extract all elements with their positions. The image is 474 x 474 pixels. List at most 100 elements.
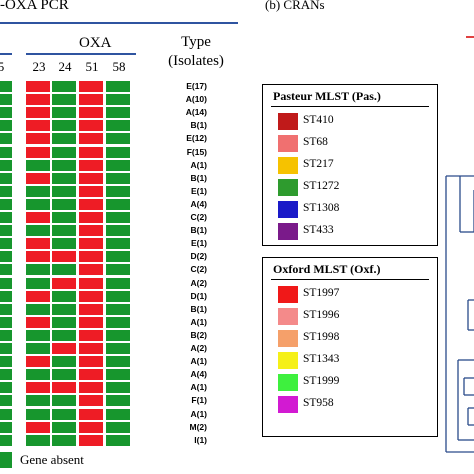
column-header-partial: 5 <box>0 59 5 74</box>
heatmap-cell-partial <box>0 329 12 341</box>
heatmap-cell <box>52 107 76 119</box>
row-label: A(1) <box>160 409 232 420</box>
heatmap-cell <box>26 133 50 145</box>
row-label: A(1) <box>160 317 232 328</box>
heatmap-cell <box>26 277 50 289</box>
heatmap-cell <box>52 185 76 197</box>
heatmap-cell <box>106 290 130 302</box>
heatmap-cell-partial <box>0 408 12 420</box>
oxford-legend-swatch <box>278 286 298 303</box>
heatmap-cell <box>26 356 50 368</box>
heatmap-cell <box>79 316 103 328</box>
heatmap-cell <box>106 146 130 158</box>
heatmap-cell-partial <box>0 133 12 145</box>
heatmap-cell <box>79 212 103 223</box>
heatmap-cell <box>106 395 130 407</box>
heatmap-cell <box>79 146 103 158</box>
heatmap-cell <box>106 408 130 420</box>
row-label-text: I(1) <box>194 434 207 445</box>
pasteur-legend-label: ST68 <box>303 136 328 148</box>
row-label-text: B(1) <box>190 225 207 236</box>
heatmap-cell <box>26 290 50 302</box>
pasteur-legend-swatch <box>278 201 298 218</box>
heatmap-cell <box>52 382 76 394</box>
row-label-text: A(2) <box>190 277 207 288</box>
heatmap-cell-partial <box>0 264 12 276</box>
heatmap-cell-partial <box>0 146 12 158</box>
oxford-legend-label: ST1999 <box>303 375 340 387</box>
heatmap-cell-partial <box>0 159 12 171</box>
oxford-legend-swatch <box>278 308 298 325</box>
pasteur-legend-label: ST433 <box>303 224 334 236</box>
heatmap-cell <box>79 421 103 433</box>
oxford-legend-divider <box>271 279 429 280</box>
pasteur-legend-label: ST217 <box>303 158 334 170</box>
row-label-text: E(17) <box>186 81 207 91</box>
heatmap-cell <box>26 303 50 315</box>
row-label: F(1) <box>160 395 232 406</box>
heatmap-cell <box>106 120 130 132</box>
row-label: B(1) <box>160 304 232 315</box>
heatmap-cell <box>52 146 76 158</box>
heatmap-cell <box>106 303 130 315</box>
gene-absent-label: Gene absent <box>20 452 84 467</box>
heatmap-cell-partial <box>0 343 12 354</box>
heatmap-cell-partial <box>0 94 12 106</box>
heatmap-cell <box>52 303 76 315</box>
heatmap-cell <box>79 395 103 407</box>
pasteur-legend-label: ST1272 <box>303 180 340 192</box>
row-label: E(1) <box>160 186 232 197</box>
heatmap-cell <box>106 159 130 171</box>
heatmap-cell-partial <box>0 212 12 223</box>
heatmap-cell <box>52 251 76 263</box>
heatmap-cell <box>106 81 130 92</box>
row-label-text: A(2) <box>190 343 207 353</box>
row-label: D(1) <box>160 291 232 302</box>
heatmap-cell <box>26 382 50 394</box>
row-label-text: A(1) <box>190 408 207 419</box>
pasteur-legend-swatch <box>278 135 298 152</box>
heatmap-cell <box>79 107 103 119</box>
row-label-text: A(4) <box>190 369 207 380</box>
heatmap-cell <box>26 329 50 341</box>
heatmap-cell <box>26 159 50 171</box>
heatmap-cell <box>26 198 50 210</box>
row-label-text: B(1) <box>190 303 207 314</box>
row-label: B(1) <box>160 120 232 131</box>
heatmap-cell-partial <box>0 185 12 197</box>
heatmap-cell <box>26 421 50 433</box>
heatmap-cell <box>106 107 130 119</box>
row-label: A(1) <box>160 160 232 171</box>
heatmap-cell <box>26 212 50 223</box>
heatmap-cell <box>79 81 103 92</box>
heatmap-cell <box>52 395 76 407</box>
heatmap-cell <box>79 238 103 250</box>
row-label-text: A(14) <box>185 107 207 118</box>
heatmap-cell <box>26 238 50 250</box>
column-header-24: 24 <box>58 59 72 74</box>
heatmap-cell <box>79 290 103 302</box>
title-underline <box>0 22 238 24</box>
row-label-text: A(1) <box>190 316 207 327</box>
panel-b-title: (b) CRANs <box>265 0 325 12</box>
heatmap-cell <box>79 343 103 354</box>
heatmap-cell <box>26 81 50 92</box>
heatmap-cell <box>52 434 76 446</box>
row-label: B(1) <box>160 225 232 236</box>
heatmap-cell <box>26 146 50 158</box>
heatmap-cell <box>26 172 50 184</box>
row-label: D(2) <box>160 251 232 262</box>
row-label: B(2) <box>160 330 232 341</box>
pasteur-legend-divider <box>271 106 429 107</box>
oxford-legend-swatch <box>278 396 298 413</box>
row-label: A(4) <box>160 369 232 380</box>
oxford-legend-swatch <box>278 330 298 347</box>
heatmap-cell <box>106 212 130 223</box>
heatmap-cell <box>52 81 76 92</box>
row-label-text: D(1) <box>190 290 207 301</box>
heatmap-cell-partial <box>0 238 12 250</box>
column-header-58: 58 <box>112 59 126 74</box>
heatmap-cell-partial <box>0 316 12 328</box>
heatmap-cell <box>52 264 76 276</box>
pasteur-legend-swatch <box>278 223 298 240</box>
